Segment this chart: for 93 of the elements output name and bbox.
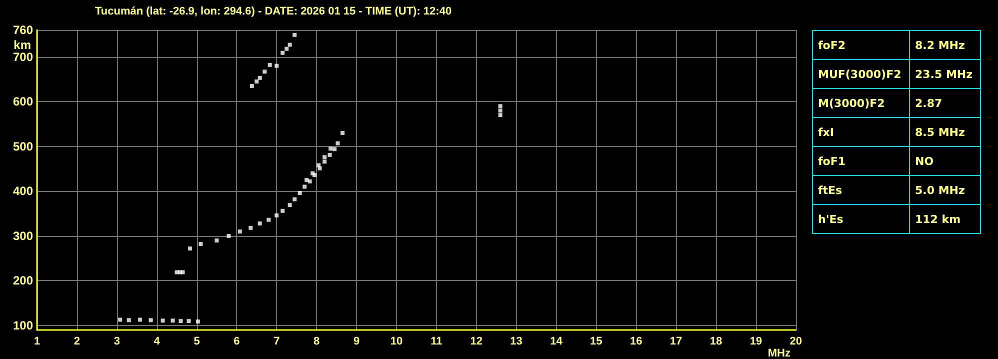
x-tick-label: 9 [353,336,360,348]
point [266,218,271,222]
x-axis-title: MHz [768,348,791,359]
point [292,197,297,202]
point [280,208,285,213]
x-tick-label: 8 [314,336,320,348]
text: ftEs [812,176,910,204]
y-tick-label: 100 [12,318,34,333]
x-tick-label: 15 [590,336,602,348]
point [328,146,333,151]
point [268,62,272,67]
y-tick-label: 300 [12,228,34,243]
point [250,84,254,88]
point [316,163,321,168]
y-tick-label: 200 [12,274,34,288]
point [288,203,292,208]
point [288,42,292,47]
text: 8.2 MHz [910,30,980,60]
point [304,178,309,182]
text: foF1 [812,146,910,176]
point [186,319,191,324]
x-tick-label: 11 [430,336,442,348]
point [302,184,307,189]
point [328,152,332,157]
point [498,113,502,118]
y-tick-label: 500 [12,139,34,154]
point [298,190,302,195]
point [138,318,142,322]
point [274,64,279,68]
point [284,46,289,51]
point [118,318,122,322]
text: 2.87 [910,88,980,118]
text: 23.5 MHz [910,60,980,88]
point [178,319,183,324]
text: fxI [812,118,910,146]
point [258,76,262,80]
x-tick-label: 4 [154,336,161,348]
point [170,318,175,323]
x-tick-label: 12 [470,336,482,348]
text: foF2 [812,30,910,60]
x-tick-label: 20 [790,336,802,348]
x-tick-label: 14 [550,336,564,348]
point [214,238,219,242]
point [292,32,297,37]
point [336,141,340,146]
x-tick-label: 19 [750,336,762,348]
point [148,318,153,322]
x-tick-label: 2 [74,336,80,348]
point [248,226,253,230]
point [238,229,242,234]
y-tick-label: 760 [12,23,34,37]
point [318,166,322,170]
point [188,246,192,251]
x-tick-label: 1 [34,336,40,348]
point [160,318,165,323]
point [280,50,285,55]
chart-title: Tucumán (lat: -26.9, lon: 294.6) - DATE: 2026 01 15 - TIME (UT): 12:40 [95,6,452,18]
x-tick-label: 13 [510,336,522,348]
point [322,155,327,160]
y-axis-title: km [14,38,31,52]
x-tick-label: 7 [274,336,280,348]
x-tick-label: 18 [710,336,722,348]
x-tick-label: 10 [390,336,403,348]
point [258,221,262,226]
point [340,130,345,135]
point [226,234,231,238]
x-tick-label: 17 [670,336,682,348]
x-tick-label: 6 [234,336,240,348]
point [308,179,312,184]
text: NO [910,146,980,176]
x-tick-label: 5 [194,336,200,348]
point [332,147,337,152]
point [322,160,327,164]
point [126,318,131,322]
x-tick-label: 3 [114,336,120,348]
text: M(3000)F2 [812,88,910,118]
text: 8.5 MHz [910,118,980,146]
point [498,104,502,108]
point [262,70,267,74]
point [498,108,502,113]
text: 5.0 MHz [910,176,980,204]
y-tick-label: 400 [12,184,34,198]
text: h'Es [812,204,910,234]
x-tick-label: 16 [630,336,642,348]
y-tick-label: 600 [12,94,34,109]
point [254,79,259,84]
point [198,242,203,246]
point [196,319,200,324]
y-tick-label: 700 [12,50,34,64]
text: 112 km [910,204,980,234]
point [180,270,185,274]
point [274,213,279,218]
text: MUF(3000)F2 [812,60,910,88]
